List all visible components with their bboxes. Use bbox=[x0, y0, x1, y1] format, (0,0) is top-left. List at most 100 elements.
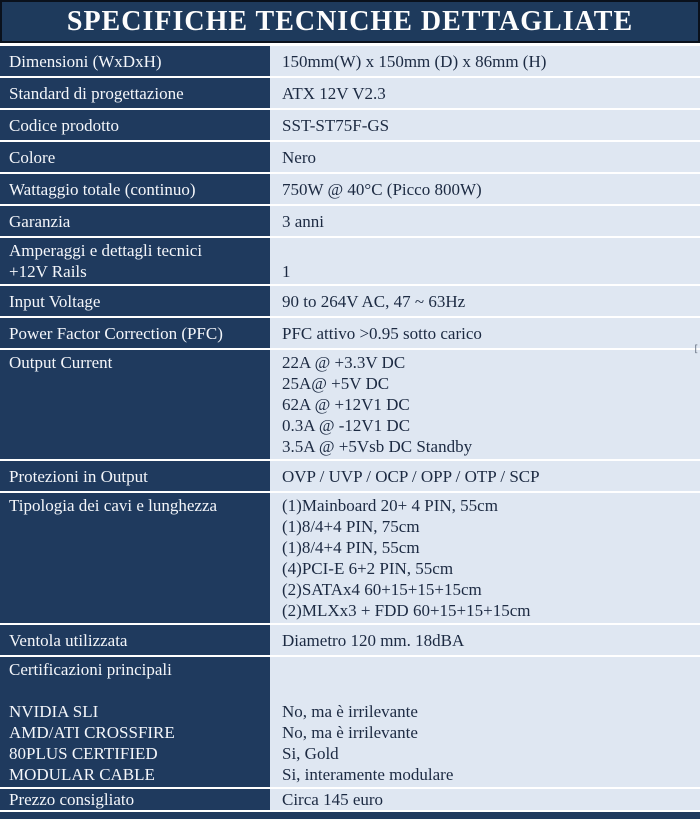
spec-value-line: 3 anni bbox=[282, 212, 325, 231]
spec-value-line: Si, Gold bbox=[282, 744, 339, 763]
spec-value-line: 22A @ +3.3V DC bbox=[282, 353, 406, 372]
spec-value-line: (2)MLXx3 + FDD 60+15+15+15cm bbox=[282, 601, 531, 620]
spec-table: Dimensioni (WxDxH) 150mm(W) x 150mm (D) x… bbox=[0, 46, 700, 812]
spec-row: Garanzia 3 anni bbox=[0, 206, 700, 238]
spec-row: Ventola utilizzata Diametro 120 mm. 18dBA bbox=[0, 625, 700, 657]
spec-label-line bbox=[9, 516, 264, 537]
spec-label-cell: Dimensioni (WxDxH) bbox=[0, 46, 270, 76]
spec-label-cell: Prezzo consigliato bbox=[0, 789, 270, 810]
spec-label-cell: Protezioni in Output bbox=[0, 461, 270, 491]
spec-label-cell: Wattaggio totale (continuo) bbox=[0, 174, 270, 204]
spec-label-line: Colore bbox=[9, 148, 56, 167]
spec-value-cell: 22A @ +3.3V DC 25A@ +5V DC 62A @ +12V1 DC 0… bbox=[270, 350, 700, 459]
spec-value-cell: 3 anni bbox=[270, 206, 700, 236]
spec-label-cell: Standard di progettazione bbox=[0, 78, 270, 108]
spec-label-cell: Tipologia dei cavi e lunghezza bbox=[0, 493, 270, 623]
spec-label-line: Wattaggio totale (continuo) bbox=[9, 180, 196, 199]
spec-value-line: ATX 12V V2.3 bbox=[282, 84, 386, 103]
spec-value-line: 90 to 264V AC, 47 ~ 63Hz bbox=[282, 292, 466, 311]
spec-label-line: MODULAR CABLE bbox=[9, 765, 155, 784]
spec-label-line bbox=[9, 373, 264, 394]
spec-label-line: Garanzia bbox=[9, 212, 71, 231]
spec-label-line: AMD/ATI CROSSFIRE bbox=[9, 723, 175, 742]
spec-label-line bbox=[9, 600, 264, 621]
spec-value-line: Nero bbox=[282, 148, 316, 167]
spec-row: Power Factor Correction (PFC) PFC attivo … bbox=[0, 318, 700, 350]
spec-label-cell: Output Current bbox=[0, 350, 270, 459]
spec-value-line bbox=[282, 240, 692, 261]
spec-value-line: 25A@ +5V DC bbox=[282, 374, 390, 393]
spec-value-line: 1 bbox=[282, 262, 291, 281]
spec-label-line bbox=[9, 537, 264, 558]
spec-value-cell: (1)Mainboard 20+ 4 PIN, 55cm (1)8/4+4 PIN… bbox=[270, 493, 700, 623]
spec-row: Amperaggi e dettagli tecnici +12V Rails 1 bbox=[0, 238, 700, 286]
spec-value-line: Diametro 120 mm. 18dBA bbox=[282, 631, 465, 650]
spec-value-cell: ATX 12V V2.3 bbox=[270, 78, 700, 108]
spec-label-line: Standard di progettazione bbox=[9, 84, 184, 103]
spec-label-cell: Power Factor Correction (PFC) bbox=[0, 318, 270, 348]
spec-row: Wattaggio totale (continuo) 750W @ 40°C (… bbox=[0, 174, 700, 206]
spec-label-line bbox=[9, 579, 264, 600]
spec-value-cell: Diametro 120 mm. 18dBA bbox=[270, 625, 700, 655]
spec-value-line bbox=[282, 680, 692, 701]
spec-value-line: PFC attivo >0.95 sotto carico bbox=[282, 324, 482, 343]
spec-value-cell: 90 to 264V AC, 47 ~ 63Hz bbox=[270, 286, 700, 316]
title-separator bbox=[0, 43, 700, 46]
footer-band bbox=[0, 812, 700, 819]
spec-label-line: Amperaggi e dettagli tecnici bbox=[9, 241, 203, 260]
spec-label-line bbox=[9, 680, 264, 701]
spec-value-cell: Nero bbox=[270, 142, 700, 172]
spec-value-line: (2)SATAx4 60+15+15+15cm bbox=[282, 580, 482, 599]
spec-label-line: 80PLUS CERTIFIED bbox=[9, 744, 158, 763]
spec-label-line bbox=[9, 415, 264, 436]
spec-label-cell: Certificazioni principali NVIDIA SLI AMD/… bbox=[0, 657, 270, 787]
spec-value-line: 750W @ 40°C (Picco 800W) bbox=[282, 180, 482, 199]
spec-value-line: (4)PCI-E 6+2 PIN, 55cm bbox=[282, 559, 454, 578]
spec-label-line: Output Current bbox=[9, 353, 113, 372]
spec-value-line: Si, interamente modulare bbox=[282, 765, 454, 784]
spec-row: Codice prodotto SST-ST75F-GS bbox=[0, 110, 700, 142]
spec-value-line: (1)Mainboard 20+ 4 PIN, 55cm bbox=[282, 496, 498, 515]
spec-label-line: Dimensioni (WxDxH) bbox=[9, 52, 162, 71]
spec-value-cell: OVP / UVP / OCP / OPP / OTP / SCP bbox=[270, 461, 700, 491]
spec-value-cell: PFC attivo >0.95 sotto carico bbox=[270, 318, 700, 348]
spec-label-line: Codice prodotto bbox=[9, 116, 120, 135]
spec-label-line: Certificazioni principali bbox=[9, 660, 172, 679]
spec-value-line: No, ma è irrilevante bbox=[282, 723, 418, 742]
spec-value-line: SST-ST75F-GS bbox=[282, 116, 390, 135]
spec-row: Standard di progettazione ATX 12V V2.3 bbox=[0, 78, 700, 110]
spec-row: Tipologia dei cavi e lunghezza (1)Mainbo… bbox=[0, 493, 700, 625]
spec-value-cell: 1 bbox=[270, 238, 700, 284]
spec-value-cell: 150mm(W) x 150mm (D) x 86mm (H) bbox=[270, 46, 700, 76]
spec-row: Input Voltage 90 to 264V AC, 47 ~ 63Hz bbox=[0, 286, 700, 318]
spec-value-cell: Circa 145 euro bbox=[270, 789, 700, 810]
edge-artifact-glyph: [ bbox=[692, 344, 699, 355]
page-title: SPECIFICHE TECNICHE DETTAGLIATE bbox=[0, 0, 700, 43]
spec-label-line bbox=[9, 394, 264, 415]
spec-label-line: Tipologia dei cavi e lunghezza bbox=[9, 496, 218, 515]
spec-label-line: +12V Rails bbox=[9, 262, 87, 281]
spec-value-cell: SST-ST75F-GS bbox=[270, 110, 700, 140]
spec-value-line: 3.5A @ +5Vsb DC Standby bbox=[282, 437, 473, 456]
spec-row: Dimensioni (WxDxH) 150mm(W) x 150mm (D) x… bbox=[0, 46, 700, 78]
spec-label-line: Protezioni in Output bbox=[9, 467, 148, 486]
spec-label-cell: Codice prodotto bbox=[0, 110, 270, 140]
spec-value-line: (1)8/4+4 PIN, 75cm bbox=[282, 517, 420, 536]
spec-value-cell: 750W @ 40°C (Picco 800W) bbox=[270, 174, 700, 204]
spec-label-line bbox=[9, 558, 264, 579]
spec-label-cell: Colore bbox=[0, 142, 270, 172]
spec-label-line: Ventola utilizzata bbox=[9, 631, 128, 650]
spec-row: Certificazioni principali NVIDIA SLI AMD/… bbox=[0, 657, 700, 789]
spec-value-line: No, ma è irrilevante bbox=[282, 702, 418, 721]
spec-value-line: (1)8/4+4 PIN, 55cm bbox=[282, 538, 420, 557]
spec-row: Prezzo consigliato Circa 145 euro bbox=[0, 789, 700, 812]
spec-label-cell: Input Voltage bbox=[0, 286, 270, 316]
spec-row: Output Current 22A @ +3.3V DC 25A@ +5V DC… bbox=[0, 350, 700, 461]
spec-value-cell: No, ma è irrilevante No, ma è irrilevante… bbox=[270, 657, 700, 787]
spec-row: Colore Nero bbox=[0, 142, 700, 174]
spec-value-line: 150mm(W) x 150mm (D) x 86mm (H) bbox=[282, 52, 547, 71]
spec-label-cell: Ventola utilizzata bbox=[0, 625, 270, 655]
spec-value-line: OVP / UVP / OCP / OPP / OTP / SCP bbox=[282, 467, 540, 486]
spec-value-line: 62A @ +12V1 DC bbox=[282, 395, 410, 414]
spec-label-cell: Amperaggi e dettagli tecnici +12V Rails bbox=[0, 238, 270, 284]
